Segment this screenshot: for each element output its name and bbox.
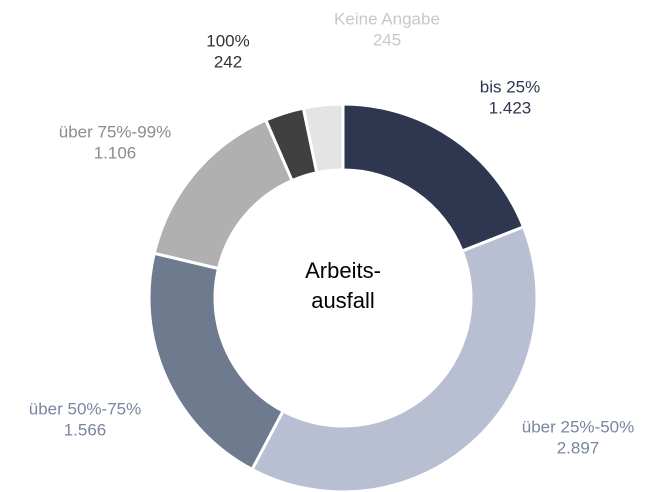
slice-value: 245: [373, 30, 401, 49]
donut-slice: [152, 118, 295, 271]
donut-slice: [250, 224, 539, 492]
slice-value: 242: [214, 52, 242, 71]
slice-label: über 25%-50%: [522, 417, 634, 436]
slice-value: 1.423: [489, 98, 532, 117]
donut-slice: [147, 251, 286, 472]
center-label: ausfall: [311, 288, 375, 313]
donut-slice: [341, 102, 526, 254]
slice-label: bis 25%: [480, 77, 540, 96]
center-label: Arbeits-: [305, 258, 381, 283]
slice-label: Keine Angabe: [334, 9, 440, 28]
slice-value: 1.106: [94, 143, 137, 162]
slice-label: 100%: [206, 31, 249, 50]
slice-label: über 75%-99%: [59, 122, 171, 141]
slice-value: 1.566: [64, 420, 107, 439]
slice-label: über 50%-75%: [29, 399, 141, 418]
slice-value: 2.897: [557, 438, 600, 457]
donut-slice: [301, 102, 345, 175]
